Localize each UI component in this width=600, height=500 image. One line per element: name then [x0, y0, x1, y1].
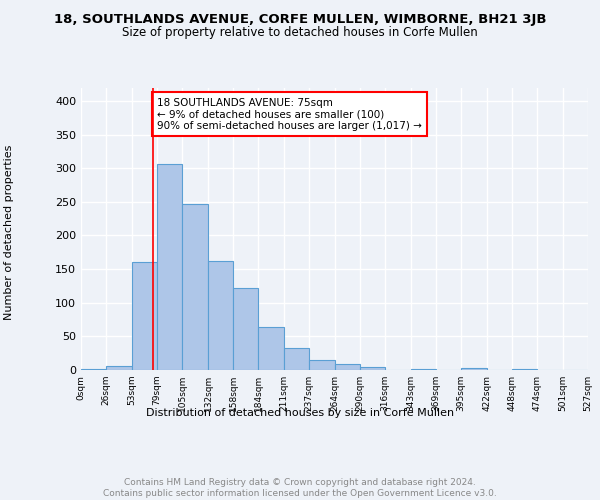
Bar — [360, 368, 385, 370]
Text: Number of detached properties: Number of detached properties — [4, 145, 14, 320]
Text: 18 SOUTHLANDS AVENUE: 75sqm
← 9% of detached houses are smaller (100)
90% of sem: 18 SOUTHLANDS AVENUE: 75sqm ← 9% of deta… — [157, 98, 422, 131]
Bar — [411, 368, 436, 370]
Bar — [182, 204, 208, 370]
Text: Distribution of detached houses by size in Corfe Mullen: Distribution of detached houses by size … — [146, 408, 454, 418]
Bar — [106, 366, 132, 370]
Text: Size of property relative to detached houses in Corfe Mullen: Size of property relative to detached ho… — [122, 26, 478, 39]
Bar — [233, 288, 258, 370]
Bar — [81, 368, 106, 370]
Bar — [309, 360, 335, 370]
Text: Contains HM Land Registry data © Crown copyright and database right 2024.
Contai: Contains HM Land Registry data © Crown c… — [103, 478, 497, 498]
Bar — [461, 368, 487, 370]
Bar — [284, 348, 309, 370]
Bar — [335, 364, 360, 370]
Bar — [512, 368, 537, 370]
Bar — [208, 261, 233, 370]
Bar — [132, 262, 157, 370]
Bar — [258, 327, 284, 370]
Text: 18, SOUTHLANDS AVENUE, CORFE MULLEN, WIMBORNE, BH21 3JB: 18, SOUTHLANDS AVENUE, CORFE MULLEN, WIM… — [54, 12, 546, 26]
Bar — [157, 164, 182, 370]
